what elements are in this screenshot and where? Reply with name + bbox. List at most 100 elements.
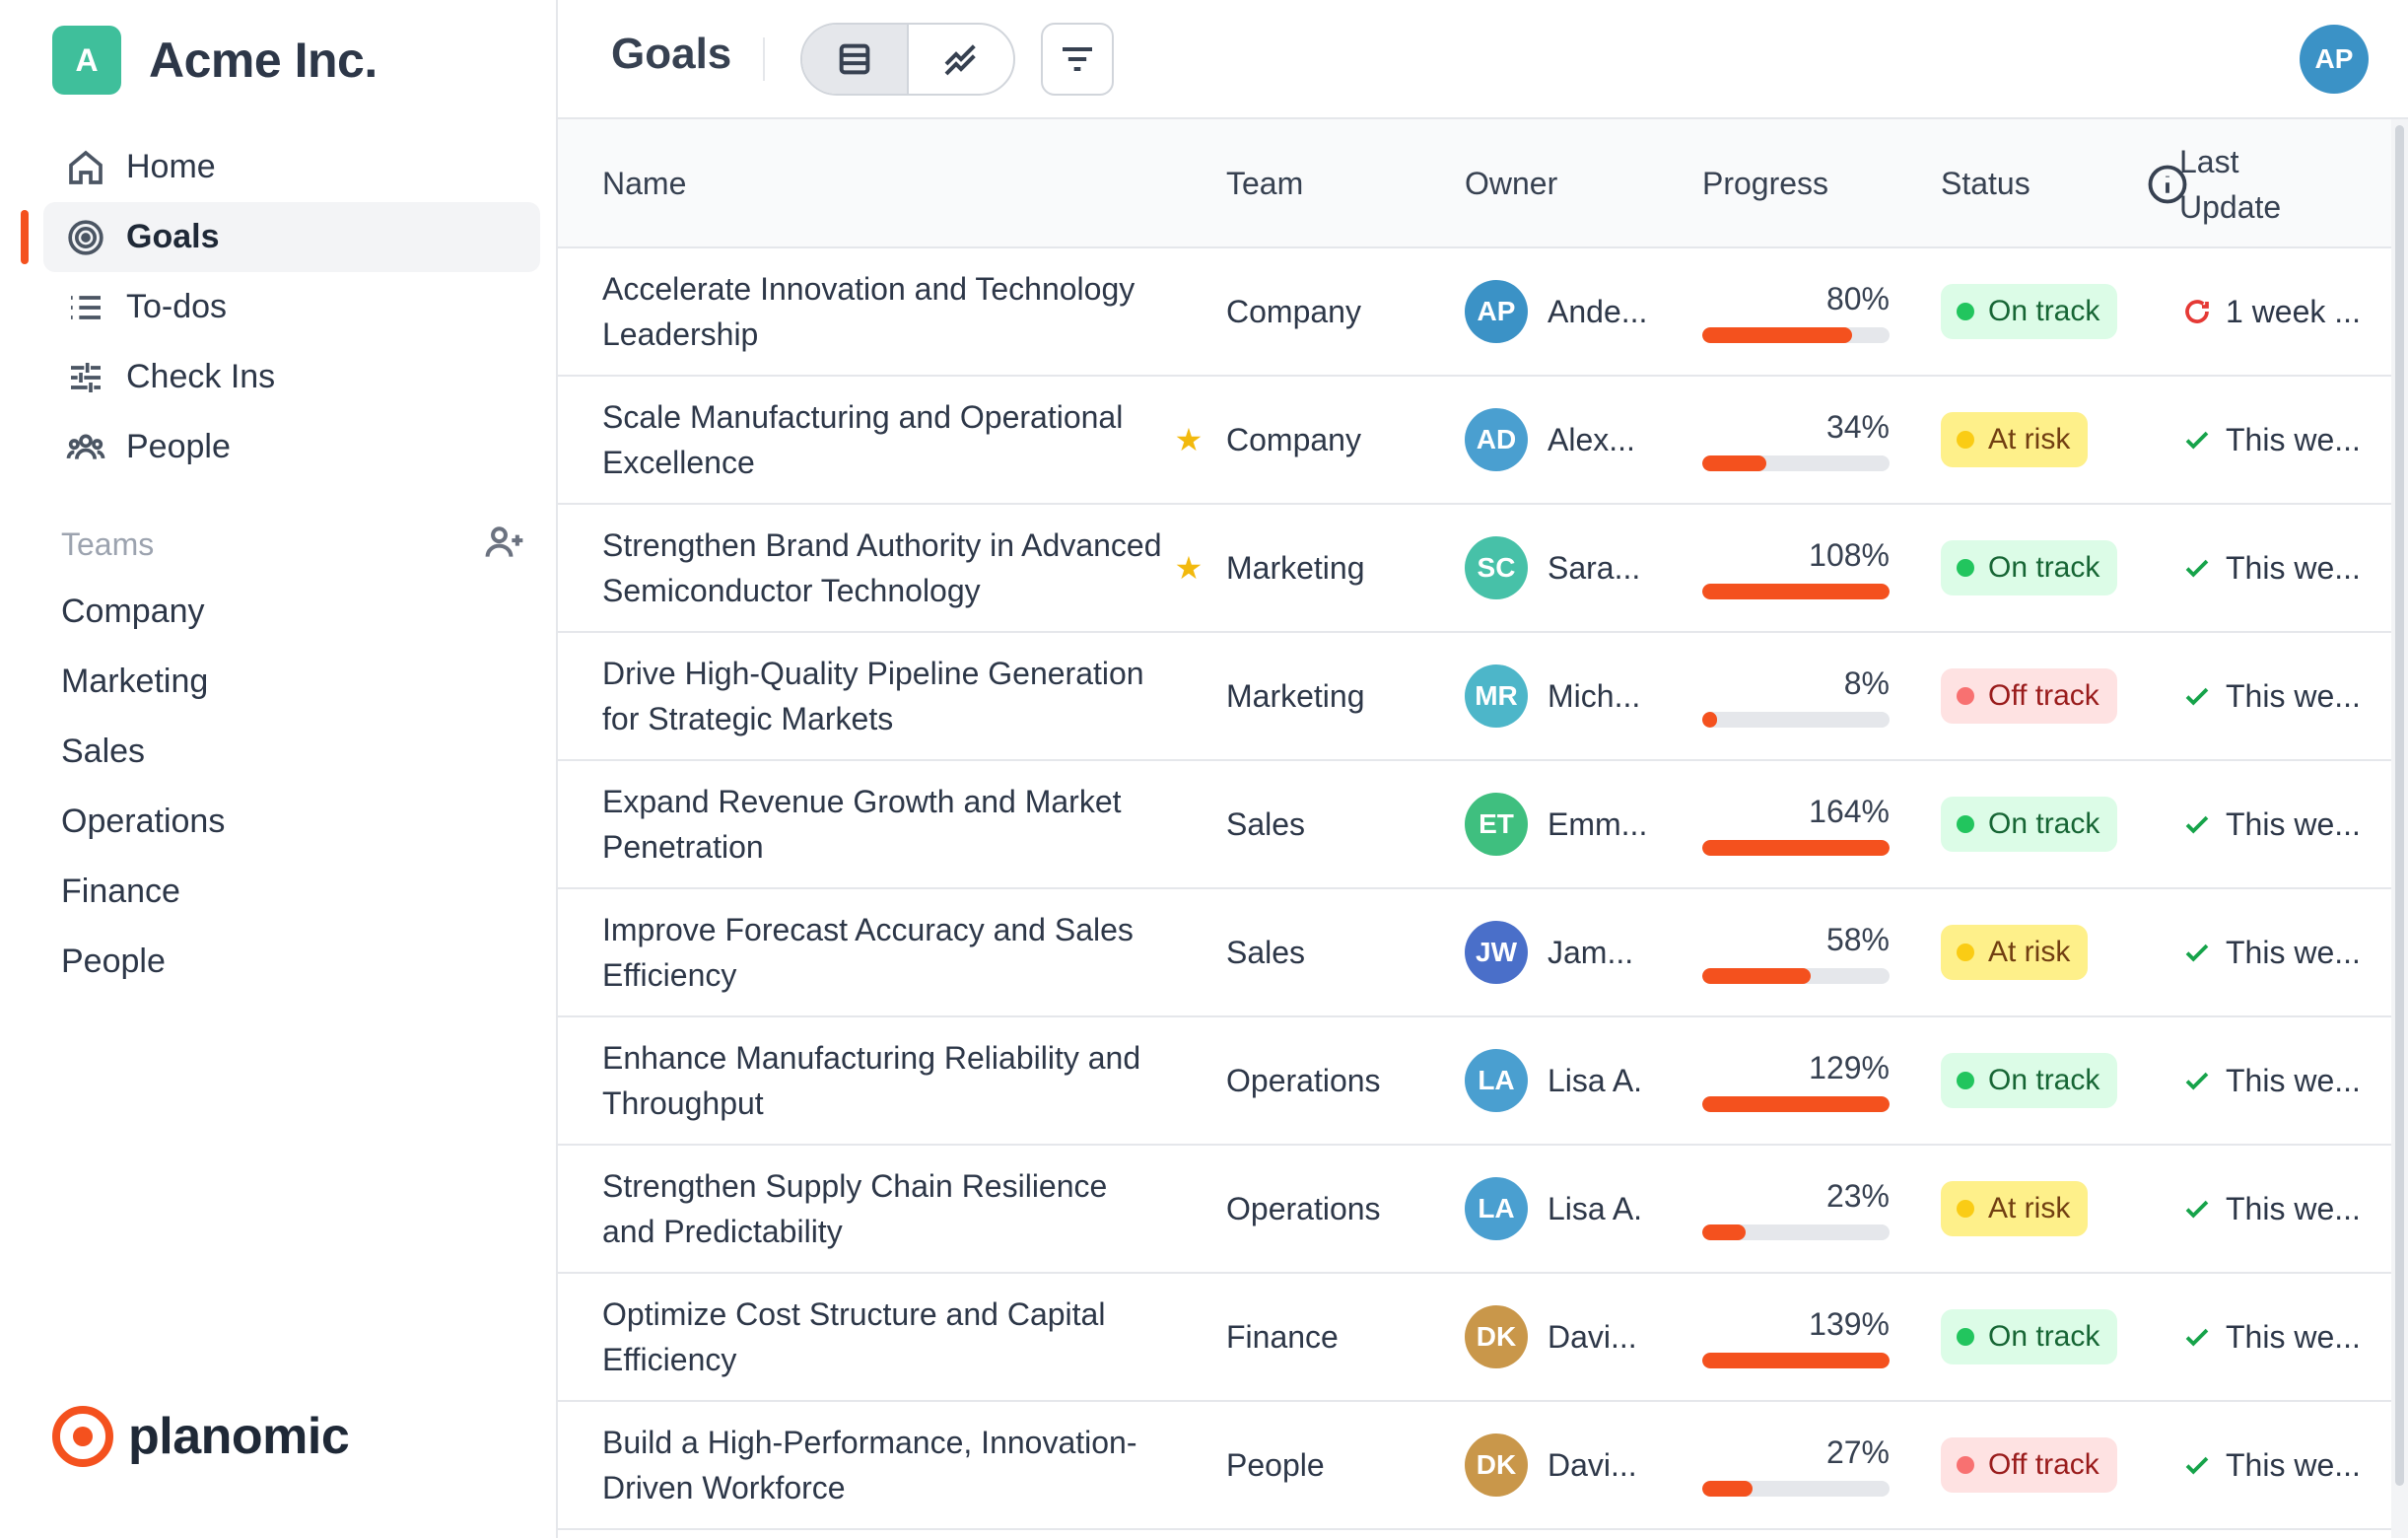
nav-item-todos[interactable]: To-dos [43, 272, 540, 342]
status-badge[interactable]: On track [1941, 797, 2118, 852]
goal-name[interactable]: Scale Manufacturing and Operational Exce… [602, 399, 1124, 480]
progress-bar-fill [1702, 967, 1812, 984]
star-icon[interactable]: ★ [1174, 422, 1204, 457]
progress-bar-fill [1702, 326, 1852, 343]
table-row[interactable]: Improve Forecast Accuracy and Sales Effi… [558, 889, 2391, 1017]
team-item-finance[interactable]: Finance [61, 873, 180, 910]
team-item-company[interactable]: Company [61, 593, 205, 630]
goal-owner[interactable]: AP Ande... [1465, 248, 1672, 375]
column-header-owner[interactable]: Owner [1465, 166, 1558, 201]
scrollbar-thumb[interactable] [2395, 125, 2404, 1486]
table-row[interactable]: Build a High-Performance, Innovation-Dri… [558, 1402, 2391, 1530]
table-row[interactable]: Enhance Manufacturing Reliability and Th… [558, 1017, 2391, 1146]
vertical-scrollbar[interactable] [2391, 119, 2408, 1538]
status-dot-icon [1957, 944, 1974, 961]
goal-name[interactable]: Expand Revenue Growth and Market Penetra… [602, 784, 1122, 865]
goal-status[interactable]: At risk [1941, 377, 2138, 503]
team-item-operations[interactable]: Operations [61, 803, 226, 840]
goal-owner[interactable]: JW Jam... [1465, 889, 1672, 1015]
goal-last-update[interactable]: This we... [2182, 377, 2379, 503]
goal-last-update[interactable]: This we... [2182, 1146, 2379, 1272]
owner-name: Ande... [1548, 293, 1648, 329]
table-row[interactable]: Scale Manufacturing and Operational Exce… [558, 377, 2391, 505]
column-header-name[interactable]: Name [602, 166, 687, 201]
nav-item-goals[interactable]: Goals [21, 202, 540, 272]
column-header-last-update[interactable]: Last Update [2179, 143, 2282, 225]
status-badge[interactable]: On track [1941, 1053, 2118, 1108]
status-badge[interactable]: Off track [1941, 668, 2117, 724]
goal-status[interactable]: On track [1941, 1274, 2138, 1400]
star-icon[interactable]: ★ [1174, 550, 1204, 586]
column-header-progress[interactable]: Progress [1702, 166, 1829, 201]
goal-status[interactable]: At risk [1941, 889, 2138, 1015]
table-row[interactable]: Strengthen Supply Chain Resilience and P… [558, 1146, 2391, 1274]
team-item-sales[interactable]: Sales [61, 733, 146, 770]
goal-status[interactable]: At risk [1941, 1146, 2138, 1272]
goal-last-update[interactable]: This we... [2182, 1274, 2379, 1400]
progress-bar [1702, 967, 1890, 984]
goal-last-update[interactable]: This we... [2182, 761, 2379, 887]
goal-last-update[interactable]: This we... [2182, 505, 2379, 631]
goal-status[interactable]: On track [1941, 505, 2138, 631]
status-badge[interactable]: At risk [1941, 1181, 2089, 1236]
progress-bar [1702, 1095, 1890, 1112]
nav-item-home[interactable]: Home [43, 132, 540, 202]
info-icon[interactable] [2147, 164, 2188, 205]
status-badge[interactable]: Off track [1941, 1437, 2117, 1493]
goal-name[interactable]: Strengthen Brand Authority in Advanced S… [602, 527, 1162, 608]
goal-name[interactable]: Enhance Manufacturing Reliability and Th… [602, 1040, 1141, 1121]
goal-owner[interactable]: MR Mich... [1465, 633, 1672, 759]
goal-last-update[interactable]: This we... [2182, 633, 2379, 759]
progress-percent: 108% [1809, 536, 1890, 573]
goal-status[interactable]: On track [1941, 761, 2138, 887]
add-team-icon[interactable] [483, 521, 526, 569]
table-row[interactable]: Accelerate Innovation and Technology Lea… [558, 248, 2391, 377]
goal-last-update[interactable]: This we... [2182, 1017, 2379, 1144]
filter-button[interactable] [1041, 23, 1114, 96]
status-badge[interactable]: On track [1941, 1309, 2118, 1364]
table-row[interactable]: Drive High-Quality Pipeline Generation f… [558, 633, 2391, 761]
last-update-text: This we... [2226, 1446, 2361, 1483]
goal-status[interactable]: Off track [1941, 633, 2138, 759]
goal-name[interactable]: Build a High-Performance, Innovation-Dri… [602, 1425, 1137, 1505]
goal-status[interactable]: On track [1941, 1017, 2138, 1144]
goal-name[interactable]: Strengthen Supply Chain Resilience and P… [602, 1168, 1108, 1249]
goal-owner[interactable]: ET Emm... [1465, 761, 1672, 887]
goal-name[interactable]: Drive High-Quality Pipeline Generation f… [602, 656, 1144, 736]
team-item-marketing[interactable]: Marketing [61, 663, 209, 700]
table-view-button[interactable] [802, 25, 907, 94]
status-dot-icon [1957, 1456, 1974, 1474]
table-row[interactable]: Strengthen Brand Authority in Advanced S… [558, 505, 2391, 633]
chart-view-button[interactable] [907, 25, 1013, 94]
goal-owner[interactable]: AD Alex... [1465, 377, 1672, 503]
goal-owner[interactable]: DK Davi... [1465, 1274, 1672, 1400]
status-badge[interactable]: On track [1941, 540, 2118, 595]
goal-status[interactable]: Off track [1941, 1402, 2138, 1528]
goal-status[interactable]: On track [1941, 248, 2138, 375]
goal-name[interactable]: Improve Forecast Accuracy and Sales Effi… [602, 912, 1134, 993]
goal-progress: 23% [1702, 1146, 1890, 1272]
workspace-switcher[interactable]: A Acme Inc. [52, 26, 378, 95]
nav-item-people[interactable]: People [43, 412, 540, 482]
user-avatar[interactable]: AP [2300, 25, 2369, 94]
nav-item-check-ins[interactable]: Check Ins [43, 342, 540, 412]
status-badge[interactable]: On track [1941, 284, 2118, 339]
table-row[interactable]: Optimize Cost Structure and Capital Effi… [558, 1274, 2391, 1402]
goal-last-update[interactable]: This we... [2182, 1402, 2379, 1528]
goal-progress: 108% [1702, 505, 1890, 631]
column-header-status[interactable]: Status [1941, 166, 2030, 201]
goal-owner[interactable]: LA Lisa A. [1465, 1017, 1672, 1144]
progress-percent: 23% [1825, 1177, 1890, 1214]
goal-last-update[interactable]: This we... [2182, 889, 2379, 1015]
goal-owner[interactable]: DK Davi... [1465, 1402, 1672, 1528]
column-header-team[interactable]: Team [1226, 166, 1304, 201]
team-item-people[interactable]: People [61, 943, 166, 980]
goal-name[interactable]: Optimize Cost Structure and Capital Effi… [602, 1296, 1106, 1377]
table-row[interactable]: Expand Revenue Growth and Market Penetra… [558, 761, 2391, 889]
status-badge[interactable]: At risk [1941, 412, 2089, 467]
goal-name[interactable]: Accelerate Innovation and Technology Lea… [602, 271, 1135, 352]
goal-owner[interactable]: SC Sara... [1465, 505, 1672, 631]
status-badge[interactable]: At risk [1941, 925, 2089, 980]
goal-owner[interactable]: LA Lisa A. [1465, 1146, 1672, 1272]
goal-last-update[interactable]: 1 week ... [2182, 248, 2379, 375]
